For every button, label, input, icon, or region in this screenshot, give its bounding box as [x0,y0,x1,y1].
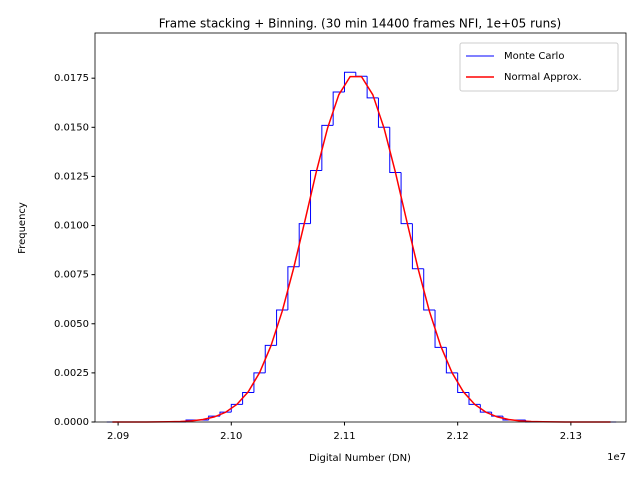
histogram-step [298,223,311,267]
plot-frame [94,32,627,423]
histogram-step [423,268,436,311]
x-tick-label: 2.09 [107,431,129,442]
histogram-step [264,344,277,373]
y-tick-label: 0.0025 [54,368,89,379]
histogram-step [230,403,243,413]
legend-label: Normal Approx. [504,72,582,83]
histogram-step [253,372,266,393]
histogram-step [468,392,481,405]
histogram-step [276,309,288,346]
normal-curve [112,75,611,423]
chart-title: Frame stacking + Binning. (30 min 14400 … [159,17,561,31]
histogram-step [479,404,492,413]
histogram-step [445,347,458,374]
histogram-step [400,172,413,225]
y-tick-label: 0.0000 [54,417,89,428]
histogram-step [287,266,300,311]
histogram-step [366,76,379,99]
y-tick-label: 0.0150 [54,122,89,133]
x-axis-label: Digital Number (DN) [309,453,411,464]
histogram-step [411,223,424,270]
histogram-step [321,124,334,171]
histogram-step [389,127,402,173]
x-tick-label: 2.11 [333,431,355,442]
histogram-step [434,310,447,348]
y-tick-label: 0.0175 [54,73,89,84]
histogram-step [377,97,390,128]
histogram-step [491,412,503,417]
histogram-step [457,372,469,394]
y-tick-label: 0.0050 [54,319,89,330]
y-tick-label: 0.0100 [54,221,89,232]
x-offset-label: 1e7 [607,452,626,463]
histogram-step [242,392,254,405]
x-tick-label: 2.13 [560,431,582,442]
legend-label: Monte Carlo [504,51,564,62]
legend-box [459,42,619,92]
y-tick-label: 0.0075 [54,270,89,281]
y-tick-label: 0.0125 [54,171,89,182]
histogram-step [310,170,322,224]
y-axis-label: Frequency [17,202,28,254]
x-tick-label: 2.10 [220,431,242,442]
x-tick-label: 2.12 [447,431,469,442]
